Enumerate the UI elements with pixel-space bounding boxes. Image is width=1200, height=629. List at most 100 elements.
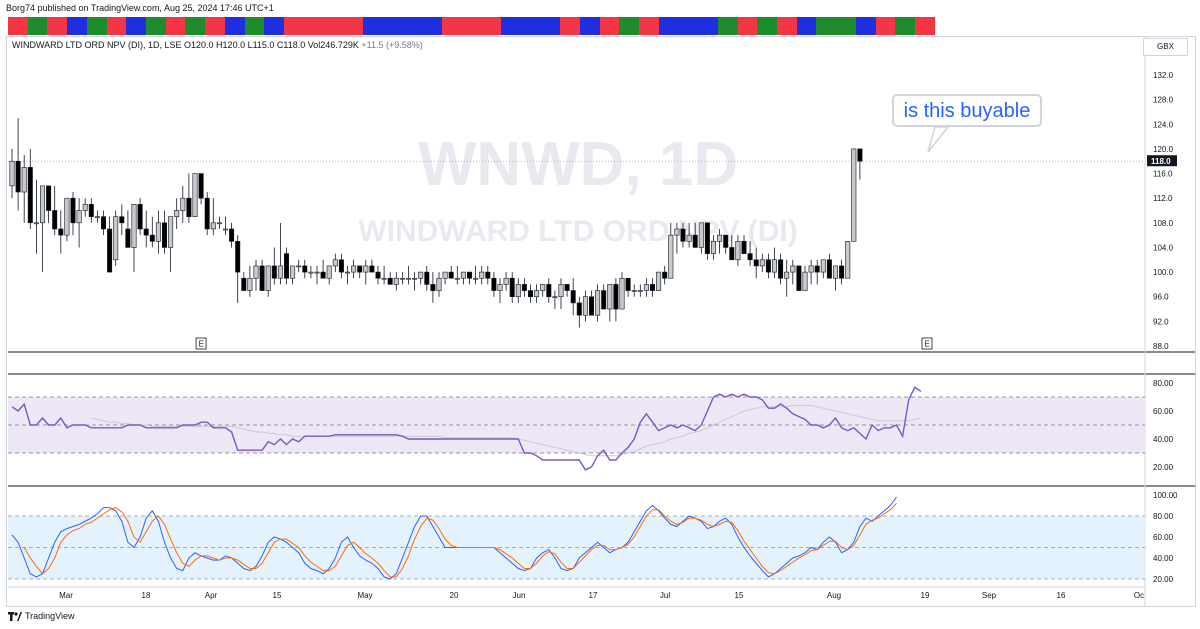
- price-tick-label: 132.0: [1153, 71, 1174, 80]
- candle-body: [845, 240, 851, 279]
- trend-strip-segment: [481, 17, 501, 35]
- trend-strip-segment: [86, 17, 107, 35]
- time-tick-label: Oc: [1134, 591, 1144, 600]
- annotation-callout[interactable]: is this buyable: [892, 94, 1042, 127]
- rsi-pane: [8, 386, 1145, 471]
- rsi-ma-line: [91, 404, 922, 457]
- candle-body: [552, 296, 558, 299]
- trend-strip-segment: [106, 17, 127, 35]
- candle-body: [442, 271, 448, 279]
- candle-body: [735, 240, 741, 261]
- tradingview-logo: TradingView: [8, 611, 75, 621]
- candle-body: [698, 222, 704, 248]
- candle-body: [399, 277, 405, 280]
- earnings-marker-box: [195, 337, 207, 350]
- trend-strip-segment: [816, 17, 837, 35]
- candle-body: [363, 265, 369, 273]
- candle-body: [747, 253, 753, 261]
- last-price-label: 118.0: [1151, 157, 1171, 166]
- candle-body: [588, 296, 594, 316]
- candle-body: [320, 271, 326, 279]
- candle-body: [656, 271, 662, 291]
- candle-body: [387, 277, 393, 285]
- candle-body: [265, 265, 271, 291]
- trend-strip-segment: [560, 17, 580, 35]
- candle-body: [15, 160, 21, 193]
- candle-body: [33, 222, 39, 225]
- candle-body: [479, 271, 485, 279]
- trend-strip-segment: [737, 17, 758, 35]
- stoch-tick-label: 20.00: [1153, 575, 1174, 584]
- price-tick-label: 88.0: [1153, 342, 1169, 351]
- candle-body: [820, 259, 826, 273]
- time-tick-label: Sep: [982, 591, 997, 600]
- candle-body: [448, 271, 454, 279]
- time-tick-label: May: [357, 591, 372, 600]
- candle-body: [119, 216, 125, 224]
- trend-strip-segment: [441, 17, 462, 35]
- time-tick-label: Jun: [513, 591, 526, 600]
- candle-body: [82, 204, 88, 211]
- candle-body: [857, 148, 863, 162]
- currency-button[interactable]: GBX: [1143, 38, 1188, 56]
- candle-body: [338, 259, 344, 273]
- candle-body: [503, 277, 509, 285]
- candle-body: [692, 234, 698, 248]
- grid-lines: [8, 36, 1195, 607]
- time-tick-label: Mar: [59, 591, 73, 600]
- candle-body: [668, 234, 674, 279]
- candle-body: [375, 271, 381, 279]
- trend-strip-segment: [836, 17, 856, 35]
- trend-strip-segment: [323, 17, 344, 35]
- candle-body: [717, 234, 723, 242]
- time-tick-label: 15: [735, 591, 744, 600]
- candle-body: [619, 277, 625, 310]
- candle-body: [595, 290, 601, 316]
- trend-strip-segment: [146, 17, 166, 35]
- candle-body: [143, 228, 149, 236]
- candle-body: [540, 284, 546, 291]
- price-tick-label: 96.0: [1153, 293, 1169, 302]
- candle-body: [9, 160, 15, 187]
- candle-body: [229, 228, 235, 242]
- candle-body: [473, 277, 479, 280]
- candle-body: [515, 284, 521, 298]
- trend-strip-segment: [303, 17, 324, 35]
- candle-body: [241, 277, 247, 291]
- trend-strip-segment: [757, 17, 778, 35]
- chart-legend: WINDWARD LTD ORD NPV (DI), 1D, LSE O120.…: [12, 40, 423, 50]
- time-tick-label: Apr: [205, 591, 218, 600]
- published-by: Borg74 published on TradingView.com, Aug…: [6, 3, 274, 13]
- candle-body: [107, 228, 113, 273]
- trend-strip-segment: [678, 17, 699, 35]
- stoch-d-line: [23, 503, 897, 578]
- candle-body: [192, 173, 198, 217]
- trend-strip-segment: [639, 17, 659, 35]
- trend-strip-segment: [422, 17, 442, 35]
- stoch-tick-label: 100.00: [1153, 491, 1178, 500]
- time-tick-label: Aug: [827, 591, 841, 600]
- price-tick-label: 124.0: [1153, 120, 1174, 129]
- candle-body: [765, 259, 771, 273]
- rsi-tick-label: 40.00: [1153, 435, 1174, 444]
- trend-strip-segment: [8, 17, 28, 35]
- trend-color-strip: [8, 17, 935, 35]
- trend-strip-segment: [500, 17, 521, 35]
- candle-body: [412, 277, 418, 280]
- candle-body: [283, 253, 289, 279]
- candle-body: [344, 271, 350, 274]
- candle-body: [546, 284, 552, 298]
- candle-body: [527, 290, 533, 298]
- candle-body: [198, 173, 204, 199]
- earnings-marker-label: E: [199, 340, 204, 349]
- candle-body: [180, 197, 186, 211]
- trend-strip-segment: [579, 17, 600, 35]
- rsi-tick-label: 60.00: [1153, 407, 1174, 416]
- trend-strip-segment: [619, 17, 639, 35]
- trend-strip-segment: [875, 17, 896, 35]
- candle-body: [753, 259, 759, 267]
- candle-body: [460, 271, 466, 279]
- candle-body: [101, 216, 107, 230]
- candle-body: [564, 284, 570, 291]
